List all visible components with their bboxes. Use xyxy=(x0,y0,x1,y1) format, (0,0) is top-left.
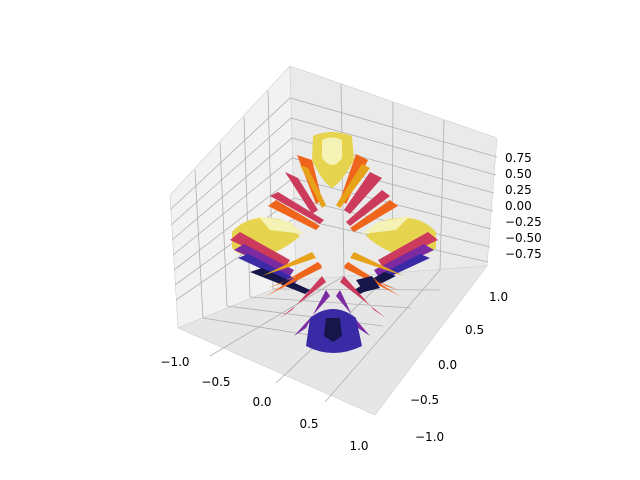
x-tick-label: 1.0 xyxy=(349,439,368,453)
ribbon-bottom-left-2 xyxy=(280,276,326,318)
ribbon-bottom-left-3 xyxy=(294,290,330,336)
x-tick-label: 0.5 xyxy=(299,417,318,431)
ribbon-left-1 xyxy=(230,232,290,266)
z-tick-label: 0.00 xyxy=(505,199,532,213)
ribbon-right-2 xyxy=(374,244,434,276)
ribbon-bottom-right-2 xyxy=(340,276,386,318)
y-tick-label: 0.5 xyxy=(465,323,484,337)
x-tick-label: −1.0 xyxy=(160,355,189,369)
x-tick-label: 0.0 xyxy=(252,395,271,409)
ribbon-left-5 xyxy=(250,252,316,280)
ribbon-bottom-right-3 xyxy=(336,290,370,336)
surface-center-dark xyxy=(356,276,380,292)
surface-lobe-left-inner xyxy=(258,216,304,234)
z-tick-label: 0.75 xyxy=(505,151,532,165)
ribbon-left-7 xyxy=(268,200,320,230)
z-axis-ticks: −0.75 −0.50 −0.25 0.00 0.25 0.50 0.75 xyxy=(505,151,542,261)
ribbon-bottom-left-1 xyxy=(266,262,322,296)
y-tick-label: 1.0 xyxy=(489,290,508,304)
ribbon-right-1 xyxy=(378,232,438,266)
ribbon-left-8 xyxy=(270,192,324,224)
z-tick-label: −0.50 xyxy=(505,231,542,245)
x-tick-label: −0.5 xyxy=(201,375,230,389)
ribbon-top-left-2 xyxy=(285,172,318,214)
surface-lobe-right-inner xyxy=(362,216,410,234)
ribbon-top-left-3 xyxy=(300,165,326,208)
z-tick-label: −0.75 xyxy=(505,247,542,261)
x-axis-ticks: −1.0 −0.5 0.0 0.5 1.0 xyxy=(160,355,368,453)
ribbon-right-8 xyxy=(350,200,398,232)
surface-lobe-top-inner xyxy=(322,137,342,165)
y-tick-label: −1.0 xyxy=(415,430,444,444)
z-tick-label: −0.25 xyxy=(505,215,542,229)
z-tick-label: 0.25 xyxy=(505,183,532,197)
ribbon-right-7 xyxy=(346,190,390,226)
z-tick-label: 0.50 xyxy=(505,167,532,181)
ribbon-right-5 xyxy=(350,252,416,280)
ribbon-top-right-3 xyxy=(336,164,370,208)
surface xyxy=(230,132,438,353)
surface-lobe-bottom-inner xyxy=(324,318,342,342)
y-axis-ticks: −1.0 −0.5 0.0 0.5 1.0 xyxy=(410,290,508,444)
y-tick-label: 0.0 xyxy=(438,358,457,372)
y-tick-label: −0.5 xyxy=(410,393,439,407)
ribbon-left-3 xyxy=(238,254,298,284)
ribbon-top-right-2 xyxy=(344,172,382,214)
ribbon-left-4 xyxy=(250,268,310,294)
